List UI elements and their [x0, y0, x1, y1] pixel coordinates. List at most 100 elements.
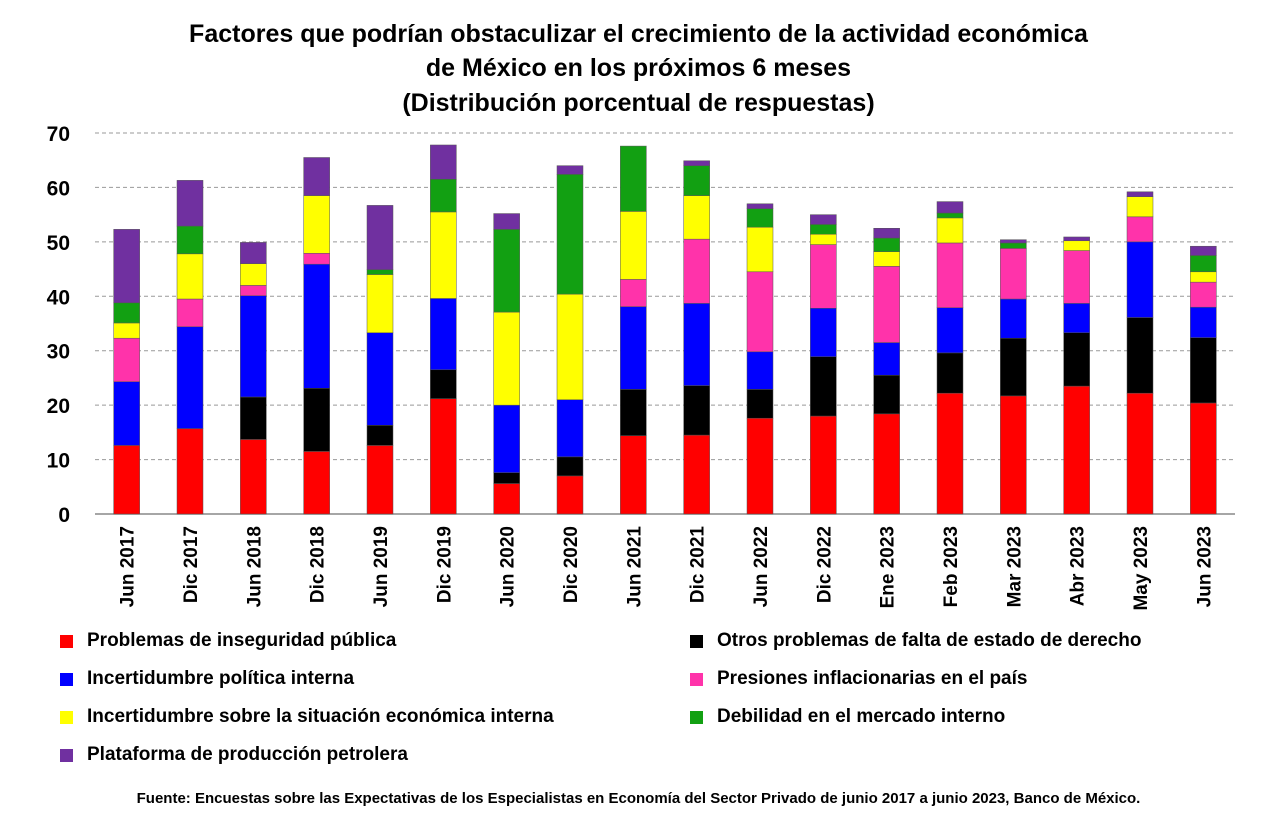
x-tick-label: Dic 2022 — [814, 526, 835, 603]
bar-segment — [746, 417, 774, 515]
bar-segment — [936, 217, 964, 244]
chart-title-line-2: de México en los próximos 6 meses — [425, 54, 852, 82]
bar-segment — [683, 238, 710, 304]
bar-segment — [1063, 240, 1090, 251]
x-tick-label: Dic 2017 — [181, 526, 202, 603]
bar-segment — [240, 295, 267, 398]
x-tick-label: Abr 2023 — [1068, 526, 1089, 606]
bar-segment — [746, 351, 774, 390]
bar-segment — [1063, 332, 1090, 387]
bar-segment — [176, 428, 204, 515]
bar-segment — [1190, 306, 1217, 338]
bar-segment — [493, 404, 520, 473]
legend-swatch — [60, 634, 73, 648]
bar-segment — [366, 425, 394, 446]
legend-swatch — [690, 710, 703, 724]
bar-segment — [620, 211, 647, 280]
legend-item: Incertidumbre sobre la situación económi… — [60, 706, 554, 728]
x-tick-label: Ene 2023 — [878, 526, 899, 608]
bar-segment — [810, 224, 837, 235]
bar-segment — [430, 144, 457, 180]
bar-segment — [810, 308, 837, 357]
bar-segment — [746, 389, 774, 419]
bar-segment — [1063, 303, 1090, 334]
legend-item: Debilidad en el mercado interno — [690, 706, 1005, 728]
bar-segment — [1063, 250, 1090, 304]
bar-segment — [1000, 395, 1027, 515]
bar-segment — [936, 392, 964, 515]
bar-segment — [873, 251, 900, 267]
bar-segment — [810, 233, 837, 245]
bar-segment — [176, 326, 204, 429]
bar-segment — [873, 266, 900, 343]
bar-segment — [810, 356, 837, 417]
legend-label: Incertidumbre política interna — [87, 668, 355, 689]
y-tick-label: 20 — [47, 395, 70, 418]
bar-segment — [620, 145, 647, 212]
bar-segment — [366, 332, 394, 426]
bar-segment — [303, 157, 330, 196]
bar-segment — [556, 456, 584, 477]
bar-segment — [430, 211, 457, 299]
bar-segment — [430, 398, 457, 515]
bar-segment — [366, 274, 394, 334]
bar-segment — [683, 434, 710, 515]
bar-segment — [113, 445, 140, 515]
bar-segment — [1000, 248, 1027, 300]
bar-segment — [1190, 255, 1217, 273]
bar-segment — [683, 385, 710, 436]
bar-segment — [873, 374, 900, 415]
chart-title-line-3: (Distribución porcentual de respuestas) — [402, 89, 875, 117]
bar-segment — [873, 413, 900, 515]
bar-segment — [746, 226, 774, 273]
bar-segment — [556, 475, 584, 515]
bar-segment — [493, 311, 520, 406]
y-tick-label: 30 — [47, 341, 70, 364]
stacked-bar-chart: 0 10 20 30 40 50 60 70 Jun 2017 Dic 2017 Jun 2018 D… — [47, 123, 1235, 611]
bar-segment — [1126, 392, 1154, 515]
bar-segment — [556, 293, 584, 400]
bar-segment — [1126, 317, 1154, 394]
bar-segment — [1063, 236, 1090, 242]
bar-segment — [240, 242, 267, 264]
legend-swatch — [60, 748, 73, 762]
bar-segment — [936, 212, 964, 219]
bar-segment — [1126, 216, 1154, 243]
bar-segment — [1000, 242, 1027, 249]
x-tick-label: Feb 2023 — [941, 526, 962, 607]
legend-item: Problemas de inseguridad pública — [60, 630, 396, 652]
x-tick-label: Jun 2022 — [751, 526, 772, 607]
legend-item: Plataforma de producción petrolera — [60, 744, 408, 766]
bar-segment — [366, 269, 394, 275]
bar-segment — [936, 242, 964, 308]
bar-segment — [873, 228, 900, 239]
bar-segment — [430, 298, 457, 371]
bar-segment — [176, 298, 204, 328]
bar-segment — [746, 203, 774, 209]
legend-swatch — [60, 710, 73, 724]
bar-segment — [176, 225, 204, 255]
x-tick-label: Jun 2020 — [498, 526, 519, 607]
x-tick-label: Jun 2023 — [1194, 526, 1215, 607]
bar-segment — [936, 201, 964, 214]
bar-segment — [1126, 241, 1154, 318]
bar-segment — [746, 208, 774, 228]
y-tick-label: 60 — [47, 177, 70, 200]
bar-segment — [430, 179, 457, 213]
legend-swatch — [60, 672, 73, 686]
legend-item: Otros problemas de falta de estado de de… — [690, 630, 1141, 652]
x-tick-label: Dic 2018 — [308, 526, 329, 603]
bar-segment — [493, 213, 520, 230]
bar-segment — [1126, 196, 1154, 218]
bar-segment — [240, 285, 267, 296]
y-tick-label: 50 — [47, 232, 70, 255]
y-tick-label: 0 — [58, 504, 70, 527]
legend-label: Problemas de inseguridad pública — [87, 630, 397, 651]
bar-segment — [303, 451, 330, 515]
bar-segment — [1000, 239, 1027, 244]
bar-segment — [1126, 191, 1154, 197]
bar-segment — [1000, 337, 1027, 397]
bar-segment — [683, 165, 710, 196]
bar-segment — [810, 214, 837, 225]
bar-segment — [873, 237, 900, 252]
